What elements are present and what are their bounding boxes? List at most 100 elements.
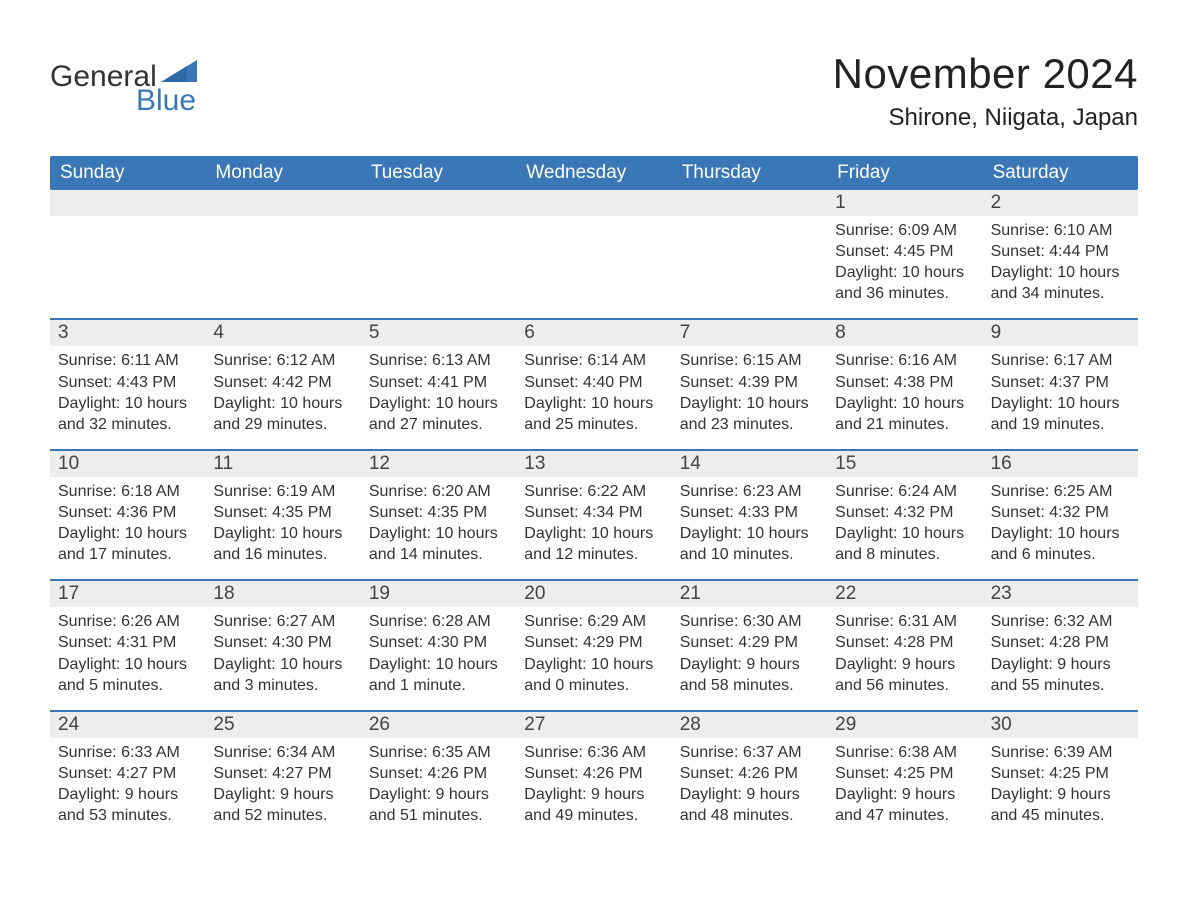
- day-details: Sunrise: 6:12 AMSunset: 4:42 PMDaylight:…: [205, 346, 360, 440]
- sunrise-text: Sunrise: 6:26 AM: [58, 611, 197, 632]
- day-number: 1: [827, 190, 982, 216]
- day-details: Sunrise: 6:24 AMSunset: 4:32 PMDaylight:…: [827, 477, 982, 571]
- sunset-text: Sunset: 4:36 PM: [58, 502, 197, 523]
- day-number: 14: [672, 451, 827, 477]
- sunset-text: Sunset: 4:26 PM: [680, 763, 819, 784]
- calendar-cell: 19Sunrise: 6:28 AMSunset: 4:30 PMDayligh…: [361, 581, 516, 701]
- daylight-text: Daylight: 10 hours and 36 minutes.: [835, 262, 974, 304]
- day-details: Sunrise: 6:36 AMSunset: 4:26 PMDaylight:…: [516, 738, 671, 832]
- sunrise-text: Sunrise: 6:30 AM: [680, 611, 819, 632]
- daylight-text: Daylight: 10 hours and 29 minutes.: [213, 393, 352, 435]
- daylight-text: Daylight: 10 hours and 17 minutes.: [58, 523, 197, 565]
- sunset-text: Sunset: 4:35 PM: [369, 502, 508, 523]
- sunset-text: Sunset: 4:35 PM: [213, 502, 352, 523]
- calendar-cell: [205, 190, 360, 310]
- day-number: [205, 190, 360, 216]
- daylight-text: Daylight: 10 hours and 12 minutes.: [524, 523, 663, 565]
- daylight-text: Daylight: 9 hours and 55 minutes.: [991, 654, 1130, 696]
- location-subtitle: Shirone, Niigata, Japan: [833, 104, 1138, 132]
- daylight-text: Daylight: 9 hours and 53 minutes.: [58, 784, 197, 826]
- day-details: Sunrise: 6:37 AMSunset: 4:26 PMDaylight:…: [672, 738, 827, 832]
- sunset-text: Sunset: 4:29 PM: [680, 632, 819, 653]
- day-number: 18: [205, 581, 360, 607]
- col-tuesday: Tuesday: [361, 156, 516, 190]
- day-number: 17: [50, 581, 205, 607]
- day-details: Sunrise: 6:31 AMSunset: 4:28 PMDaylight:…: [827, 607, 982, 701]
- day-details: Sunrise: 6:14 AMSunset: 4:40 PMDaylight:…: [516, 346, 671, 440]
- calendar-cell: 12Sunrise: 6:20 AMSunset: 4:35 PMDayligh…: [361, 451, 516, 571]
- daylight-text: Daylight: 9 hours and 51 minutes.: [369, 784, 508, 826]
- day-number: 24: [50, 712, 205, 738]
- daylight-text: Daylight: 9 hours and 52 minutes.: [213, 784, 352, 826]
- sunrise-text: Sunrise: 6:36 AM: [524, 742, 663, 763]
- col-sunday: Sunday: [50, 156, 205, 190]
- day-number: 20: [516, 581, 671, 607]
- sunrise-text: Sunrise: 6:13 AM: [369, 350, 508, 371]
- sunset-text: Sunset: 4:32 PM: [835, 502, 974, 523]
- sunset-text: Sunset: 4:25 PM: [835, 763, 974, 784]
- calendar-cell: 2 Sunrise: 6:10 AMSunset: 4:44 PMDaylight…: [983, 190, 1138, 310]
- day-number: 15: [827, 451, 982, 477]
- daylight-text: Daylight: 9 hours and 56 minutes.: [835, 654, 974, 696]
- daylight-text: Daylight: 10 hours and 21 minutes.: [835, 393, 974, 435]
- day-number: 3: [50, 320, 205, 346]
- day-number: 2: [983, 190, 1138, 216]
- calendar-cell: 23Sunrise: 6:32 AMSunset: 4:28 PMDayligh…: [983, 581, 1138, 701]
- sunrise-text: Sunrise: 6:33 AM: [58, 742, 197, 763]
- sunset-text: Sunset: 4:26 PM: [524, 763, 663, 784]
- day-details: Sunrise: 6:25 AMSunset: 4:32 PMDaylight:…: [983, 477, 1138, 571]
- daylight-text: Daylight: 10 hours and 6 minutes.: [991, 523, 1130, 565]
- sunrise-text: Sunrise: 6:19 AM: [213, 481, 352, 502]
- calendar-week: 24Sunrise: 6:33 AMSunset: 4:27 PMDayligh…: [50, 710, 1138, 832]
- day-details: Sunrise: 6:26 AMSunset: 4:31 PMDaylight:…: [50, 607, 205, 701]
- day-details: Sunrise: 6:17 AMSunset: 4:37 PMDaylight:…: [983, 346, 1138, 440]
- day-number: 6: [516, 320, 671, 346]
- sunset-text: Sunset: 4:32 PM: [991, 502, 1130, 523]
- day-details: Sunrise: 6:30 AMSunset: 4:29 PMDaylight:…: [672, 607, 827, 701]
- sunset-text: Sunset: 4:25 PM: [991, 763, 1130, 784]
- day-details: Sunrise: 6:09 AMSunset: 4:45 PMDaylight:…: [827, 216, 982, 310]
- daylight-text: Daylight: 9 hours and 48 minutes.: [680, 784, 819, 826]
- calendar-cell: 10 Sunrise: 6:18 AMSunset: 4:36 PMDayligh…: [50, 451, 205, 571]
- calendar-page: General Blue November 2024 Shirone, Niig…: [0, 0, 1188, 862]
- col-saturday: Saturday: [983, 156, 1138, 190]
- sunset-text: Sunset: 4:38 PM: [835, 372, 974, 393]
- title-block: November 2024 Shirone, Niigata, Japan: [833, 40, 1138, 138]
- day-number: 10: [50, 451, 205, 477]
- daylight-text: Daylight: 10 hours and 5 minutes.: [58, 654, 197, 696]
- day-number: 7: [672, 320, 827, 346]
- sunrise-text: Sunrise: 6:14 AM: [524, 350, 663, 371]
- daylight-text: Daylight: 10 hours and 1 minute.: [369, 654, 508, 696]
- daylight-text: Daylight: 10 hours and 34 minutes.: [991, 262, 1130, 304]
- day-details: Sunrise: 6:32 AMSunset: 4:28 PMDaylight:…: [983, 607, 1138, 701]
- day-details: Sunrise: 6:38 AMSunset: 4:25 PMDaylight:…: [827, 738, 982, 832]
- day-number: 21: [672, 581, 827, 607]
- calendar-cell: 24Sunrise: 6:33 AMSunset: 4:27 PMDayligh…: [50, 712, 205, 832]
- calendar-cell: 17Sunrise: 6:26 AMSunset: 4:31 PMDayligh…: [50, 581, 205, 701]
- sunrise-text: Sunrise: 6:31 AM: [835, 611, 974, 632]
- day-number: 29: [827, 712, 982, 738]
- sunrise-text: Sunrise: 6:29 AM: [524, 611, 663, 632]
- sunset-text: Sunset: 4:39 PM: [680, 372, 819, 393]
- sunrise-text: Sunrise: 6:28 AM: [369, 611, 508, 632]
- brand-word-2: Blue: [136, 86, 197, 116]
- calendar-cell: 16Sunrise: 6:25 AMSunset: 4:32 PMDayligh…: [983, 451, 1138, 571]
- day-number: 23: [983, 581, 1138, 607]
- calendar-cell: [672, 190, 827, 310]
- sunrise-text: Sunrise: 6:18 AM: [58, 481, 197, 502]
- day-details: Sunrise: 6:39 AMSunset: 4:25 PMDaylight:…: [983, 738, 1138, 832]
- calendar-cell: 13Sunrise: 6:22 AMSunset: 4:34 PMDayligh…: [516, 451, 671, 571]
- sunset-text: Sunset: 4:29 PM: [524, 632, 663, 653]
- calendar-cell: 20Sunrise: 6:29 AMSunset: 4:29 PMDayligh…: [516, 581, 671, 701]
- sunrise-text: Sunrise: 6:23 AM: [680, 481, 819, 502]
- calendar-cell: 11Sunrise: 6:19 AMSunset: 4:35 PMDayligh…: [205, 451, 360, 571]
- day-number: 25: [205, 712, 360, 738]
- calendar-cell: [361, 190, 516, 310]
- calendar-cell: 30Sunrise: 6:39 AMSunset: 4:25 PMDayligh…: [983, 712, 1138, 832]
- sunset-text: Sunset: 4:30 PM: [369, 632, 508, 653]
- sunset-text: Sunset: 4:44 PM: [991, 241, 1130, 262]
- sunrise-text: Sunrise: 6:32 AM: [991, 611, 1130, 632]
- sunrise-text: Sunrise: 6:10 AM: [991, 220, 1130, 241]
- day-details: Sunrise: 6:15 AMSunset: 4:39 PMDaylight:…: [672, 346, 827, 440]
- sunrise-text: Sunrise: 6:34 AM: [213, 742, 352, 763]
